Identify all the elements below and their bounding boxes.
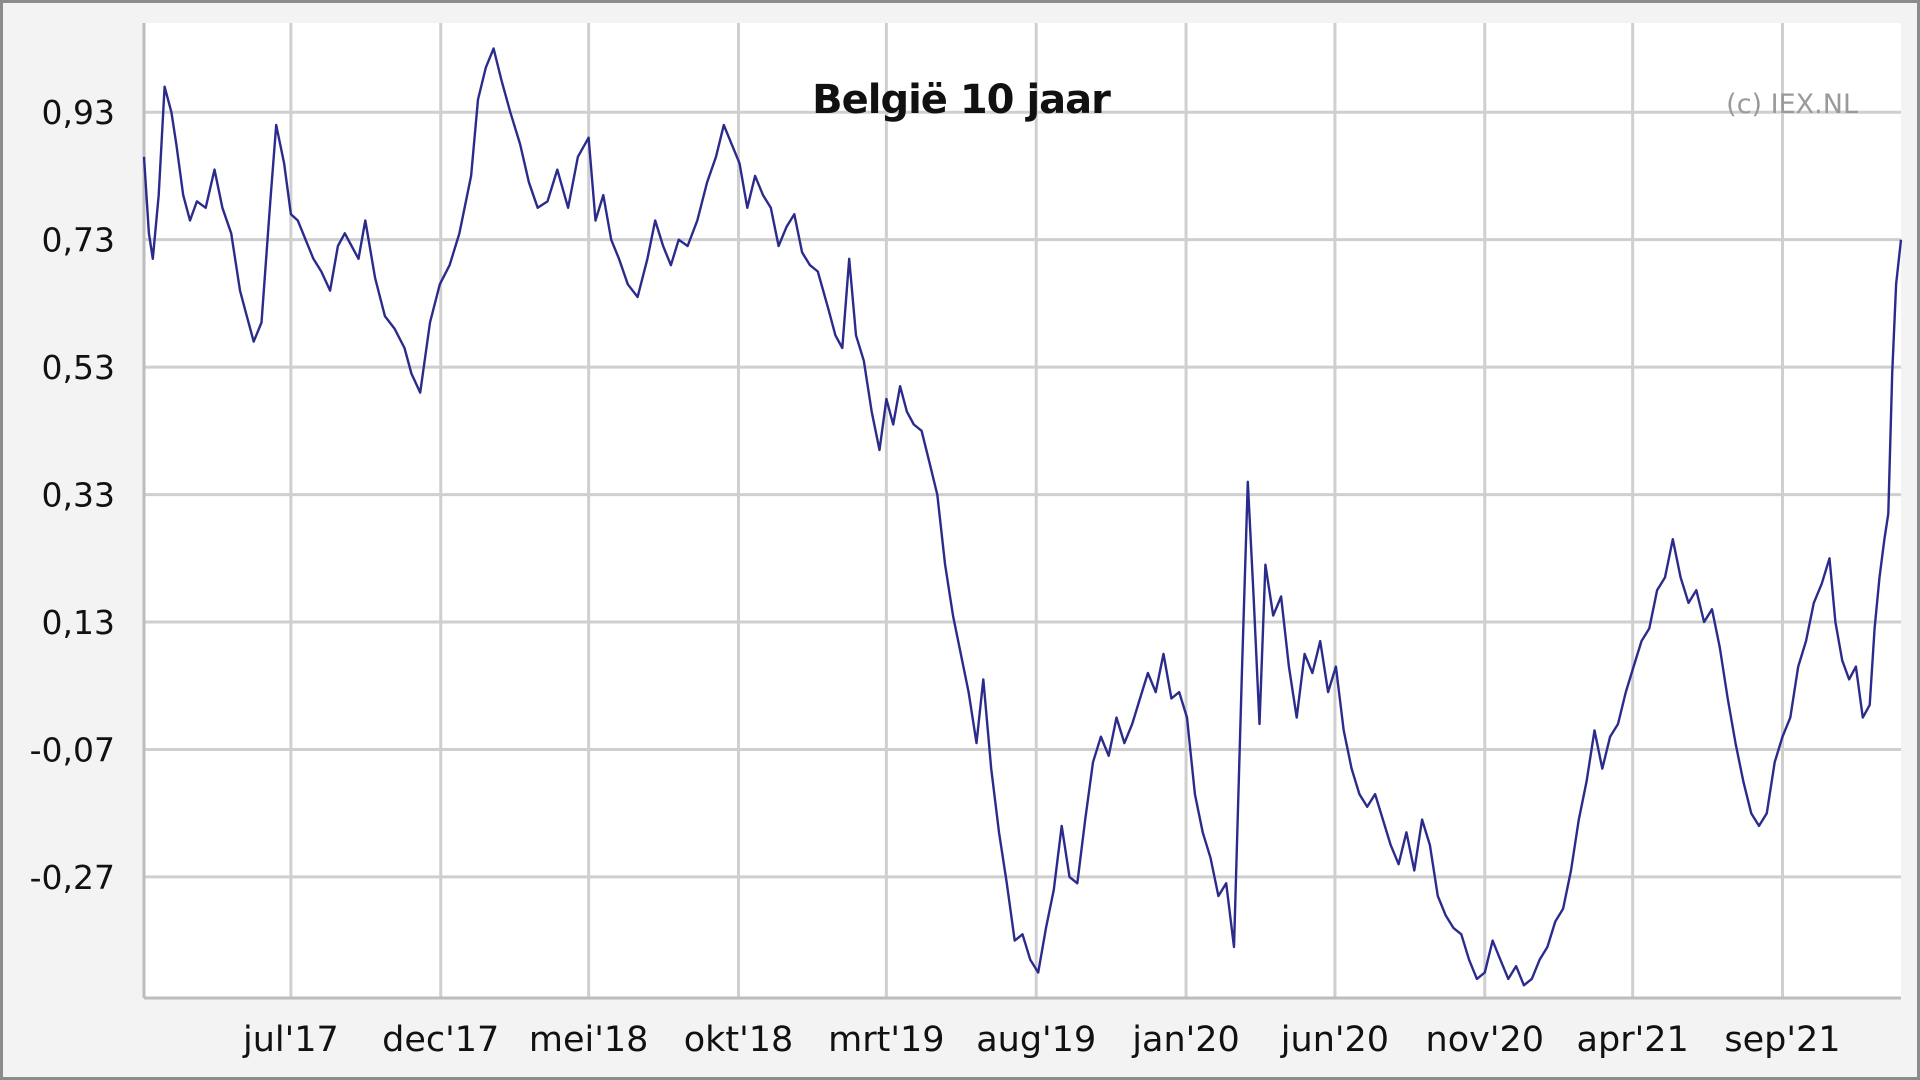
x-tick-label: okt'18 — [684, 1020, 794, 1060]
y-tick-label: -0,07 — [30, 730, 115, 769]
grid-vertical — [142, 23, 1901, 1000]
x-tick-label: mrt'19 — [828, 1020, 944, 1060]
y-axis-ticks: 0,93 0,73 0,53 0,33 0,13 -0,07 -0,27 — [30, 93, 115, 897]
x-tick-label: nov'20 — [1426, 1020, 1544, 1060]
grid-horizontal — [144, 110, 1901, 879]
chart-credit: (c) IEX.NL — [1726, 89, 1858, 120]
y-tick-label: 0,53 — [42, 348, 115, 387]
x-tick-label: dec'17 — [382, 1020, 499, 1060]
chart-title: België 10 jaar — [812, 77, 1111, 123]
x-tick-label: aug'19 — [976, 1020, 1096, 1060]
plot-area — [144, 23, 1901, 998]
y-tick-label: 0,93 — [42, 93, 115, 132]
y-tick-label: 0,33 — [42, 476, 115, 515]
y-tick-label: -0,27 — [30, 858, 115, 897]
line-chart: 0,93 0,73 0,53 0,33 0,13 -0,07 -0,27 jul'17 dec… — [30, 23, 1903, 1060]
x-tick-label: mei'18 — [529, 1020, 649, 1060]
x-tick-label: sep'21 — [1724, 1020, 1840, 1060]
y-tick-label: 0,13 — [42, 603, 115, 642]
series-line-belgie-10-jaar — [142, 47, 1903, 987]
x-tick-label: jun'20 — [1280, 1020, 1389, 1060]
x-tick-label: jul'17 — [242, 1020, 339, 1060]
x-tick-label: apr'21 — [1577, 1020, 1689, 1060]
x-tick-label: jan'20 — [1131, 1020, 1240, 1060]
y-tick-label: 0,73 — [42, 221, 115, 260]
x-axis-ticks: jul'17 dec'17 mei'18 okt'18 mrt'19 aug'19 jan'… — [242, 1020, 1841, 1060]
